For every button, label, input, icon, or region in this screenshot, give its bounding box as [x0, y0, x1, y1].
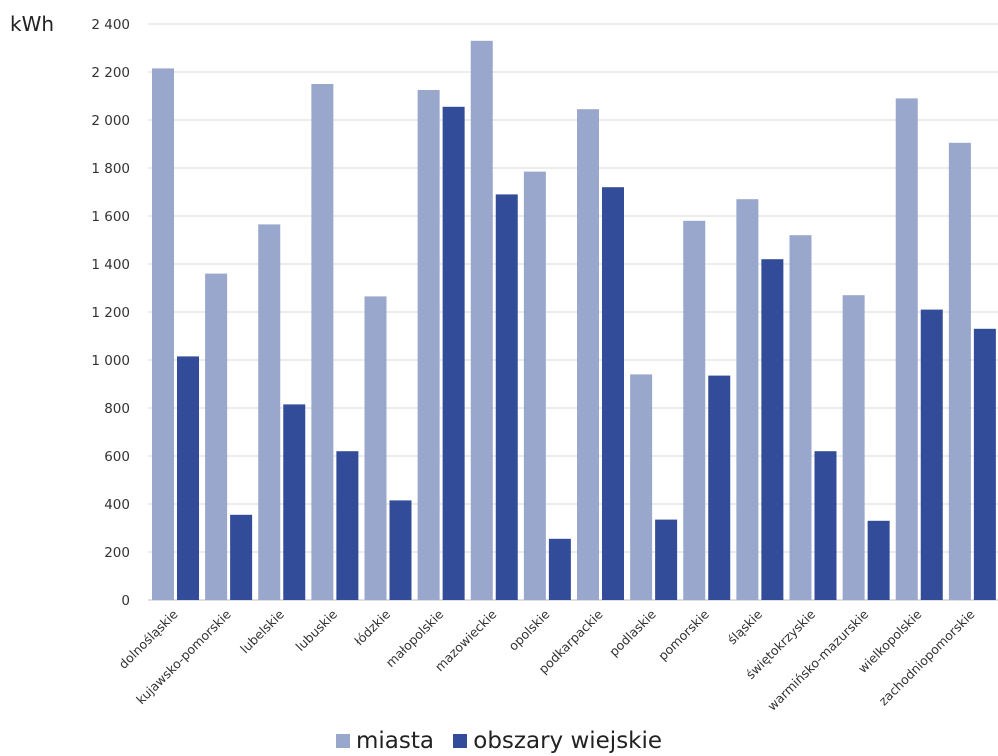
bar-obszary-wiejskie	[655, 519, 678, 600]
bar-miasta	[364, 296, 387, 600]
bar-obszary-wiejskie	[283, 404, 306, 600]
y-tick-label: 1 200	[91, 305, 130, 321]
y-tick-label: 2 400	[91, 17, 130, 33]
legend-swatch-miasta	[335, 734, 350, 748]
x-tick-label: opolskie	[505, 606, 552, 653]
y-tick-label: 800	[104, 401, 130, 417]
x-tick-label: lubelskie	[237, 606, 287, 656]
y-tick-label: 1 600	[91, 209, 130, 225]
legend-swatch-obszary-wiejskie	[453, 734, 468, 748]
x-tick-label: zachodniopomorskie	[876, 606, 978, 708]
bar-miasta	[895, 98, 918, 601]
bar-obszary-wiejskie	[548, 538, 571, 600]
legend-label-miasta: miasta	[355, 728, 434, 754]
bar-obszary-wiejskie	[708, 375, 731, 600]
x-tick-label: lubuskie	[293, 606, 341, 654]
bar-miasta	[630, 374, 653, 600]
bar-miasta	[577, 109, 599, 600]
bar-obszary-wiejskie	[761, 259, 784, 600]
bar-miasta	[736, 199, 759, 600]
bar-obszary-wiejskie	[442, 106, 465, 601]
bar-obszary-wiejskie	[336, 451, 359, 600]
bar-obszary-wiejskie	[177, 356, 199, 600]
bar-miasta	[205, 273, 228, 600]
bar-obszary-wiejskie	[602, 187, 624, 600]
y-tick-label: 400	[104, 497, 130, 513]
bar-miasta	[948, 142, 971, 601]
x-tick-label: kujawsko-pomorskie	[133, 606, 234, 707]
x-tick-label: śląskie	[724, 606, 765, 647]
y-axis-unit-label: kWh	[10, 12, 55, 36]
bar-obszary-wiejskie	[814, 451, 837, 600]
y-tick-label: 600	[104, 449, 130, 465]
y-tick-label: 1 800	[91, 161, 130, 177]
y-tick-label: 200	[104, 545, 130, 561]
bar-miasta	[311, 84, 334, 600]
legend-item-obszary-wiejskie: obszary wiejskie	[453, 728, 662, 754]
legend-label-obszary-wiejskie: obszary wiejskie	[473, 728, 663, 754]
y-tick-label: 2 000	[91, 113, 130, 129]
bar-miasta	[842, 295, 865, 600]
bar-miasta	[523, 171, 546, 600]
legend: miasta obszary wiejskie	[0, 728, 998, 754]
legend-item-miasta: miasta	[335, 728, 434, 754]
y-tick-label: 2 200	[91, 65, 130, 81]
bar-obszary-wiejskie	[973, 328, 996, 600]
bar-miasta	[683, 220, 706, 601]
bar-obszary-wiejskie	[495, 194, 518, 600]
bar-miasta	[152, 68, 174, 600]
x-tick-label: pomorskie	[655, 606, 712, 663]
x-tick-label: łódzkie	[351, 606, 393, 648]
bar-obszary-wiejskie	[920, 309, 943, 600]
bar-chart: 0 200 400 600 800 1 000 1 200 1 400 1 600 1 800 2 …	[91, 17, 998, 714]
bar-obszary-wiejskie	[230, 514, 253, 600]
y-tick-label: 1 000	[91, 353, 130, 369]
bar-miasta	[258, 224, 281, 600]
y-tick-label: 1 400	[91, 257, 130, 273]
x-tick-label: podlaskie	[606, 606, 659, 659]
bar-obszary-wiejskie	[389, 500, 412, 600]
bar-obszary-wiejskie	[867, 520, 890, 600]
y-tick-label: 0	[121, 593, 130, 609]
bar-miasta	[417, 90, 440, 600]
bar-miasta	[789, 235, 812, 600]
x-tick-label: warmińsko-mazurskie	[764, 606, 871, 713]
bar-miasta	[470, 40, 493, 601]
